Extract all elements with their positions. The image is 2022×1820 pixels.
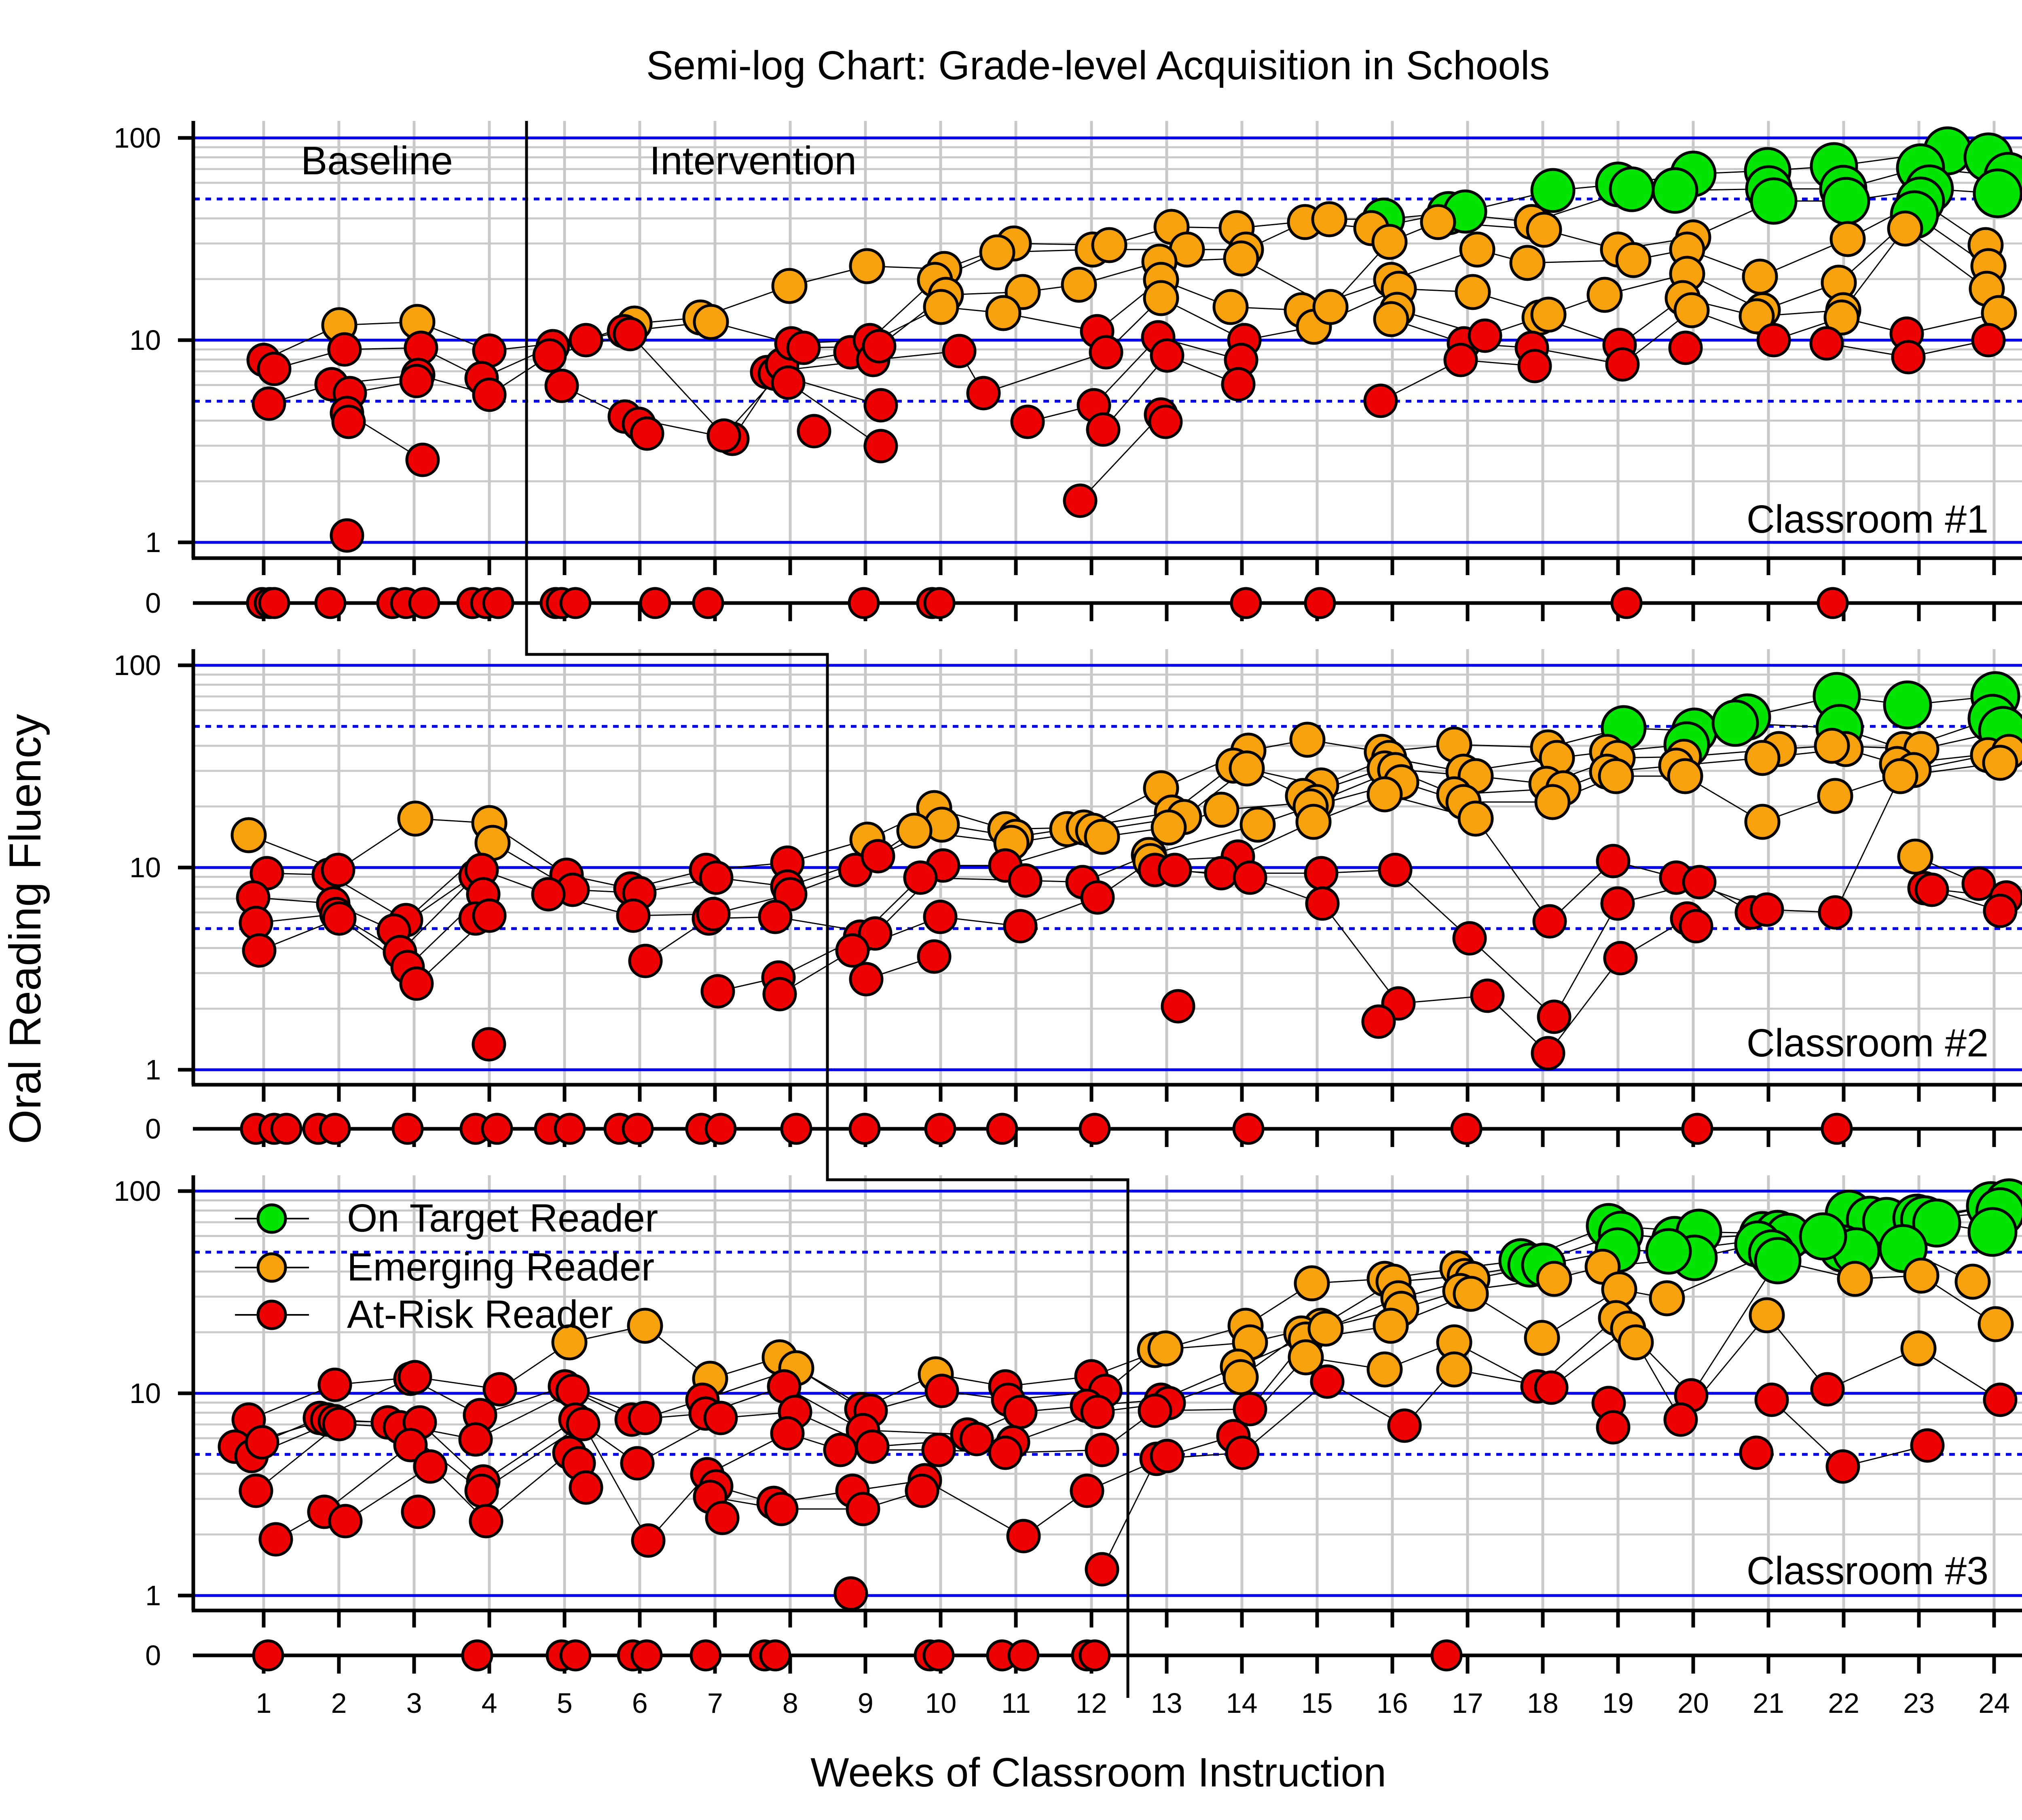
svg-text:21: 21 [1753,1687,1784,1719]
svg-text:10: 10 [129,1378,161,1409]
svg-text:0: 0 [145,1113,161,1145]
svg-text:100: 100 [114,1175,161,1207]
svg-text:3: 3 [406,1687,422,1719]
svg-text:0: 0 [145,587,161,619]
svg-text:2: 2 [331,1687,347,1719]
svg-text:16: 16 [1377,1687,1408,1719]
svg-text:1: 1 [256,1687,272,1719]
svg-text:22: 22 [1828,1687,1859,1719]
svg-text:100: 100 [114,650,161,681]
svg-text:14: 14 [1226,1687,1258,1719]
svg-text:1: 1 [145,527,161,558]
svg-text:24: 24 [1978,1687,2010,1719]
svg-text:Classroom #2: Classroom #2 [1747,1021,1988,1065]
svg-text:Classroom #1: Classroom #1 [1747,497,1988,541]
svg-text:Emerging Reader: Emerging Reader [347,1245,654,1289]
svg-text:15: 15 [1301,1687,1333,1719]
svg-text:7: 7 [707,1687,723,1719]
svg-text:18: 18 [1527,1687,1559,1719]
svg-text:5: 5 [557,1687,573,1719]
svg-text:20: 20 [1677,1687,1709,1719]
svg-text:On Target Reader: On Target Reader [347,1196,658,1240]
svg-text:At-Risk Reader: At-Risk Reader [347,1292,613,1336]
svg-text:13: 13 [1151,1687,1182,1719]
svg-text:11: 11 [1001,1687,1031,1719]
svg-text:Semi-log Chart: Grade-level Ac: Semi-log Chart: Grade-level Acquisition … [646,43,1550,88]
svg-text:1: 1 [145,1054,161,1086]
svg-text:17: 17 [1452,1687,1483,1719]
svg-text:9: 9 [858,1687,874,1719]
svg-text:Intervention: Intervention [649,138,857,183]
svg-text:Weeks of Classroom Instruction: Weeks of Classroom Instruction [810,1750,1386,1795]
svg-text:10: 10 [129,324,161,356]
svg-text:1: 1 [145,1580,161,1611]
svg-text:10: 10 [925,1687,957,1719]
svg-text:Classroom #3: Classroom #3 [1747,1549,1988,1593]
svg-text:100: 100 [114,122,161,154]
svg-text:12: 12 [1076,1687,1107,1719]
svg-text:23: 23 [1903,1687,1935,1719]
svg-text:19: 19 [1602,1687,1634,1719]
svg-text:10: 10 [129,852,161,883]
svg-text:8: 8 [783,1687,798,1719]
svg-text:6: 6 [632,1687,648,1719]
svg-text:0: 0 [145,1640,161,1671]
svg-text:Oral Reading Fluency: Oral Reading Fluency [0,714,50,1144]
svg-text:4: 4 [482,1687,497,1719]
svg-text:Baseline: Baseline [301,138,453,183]
